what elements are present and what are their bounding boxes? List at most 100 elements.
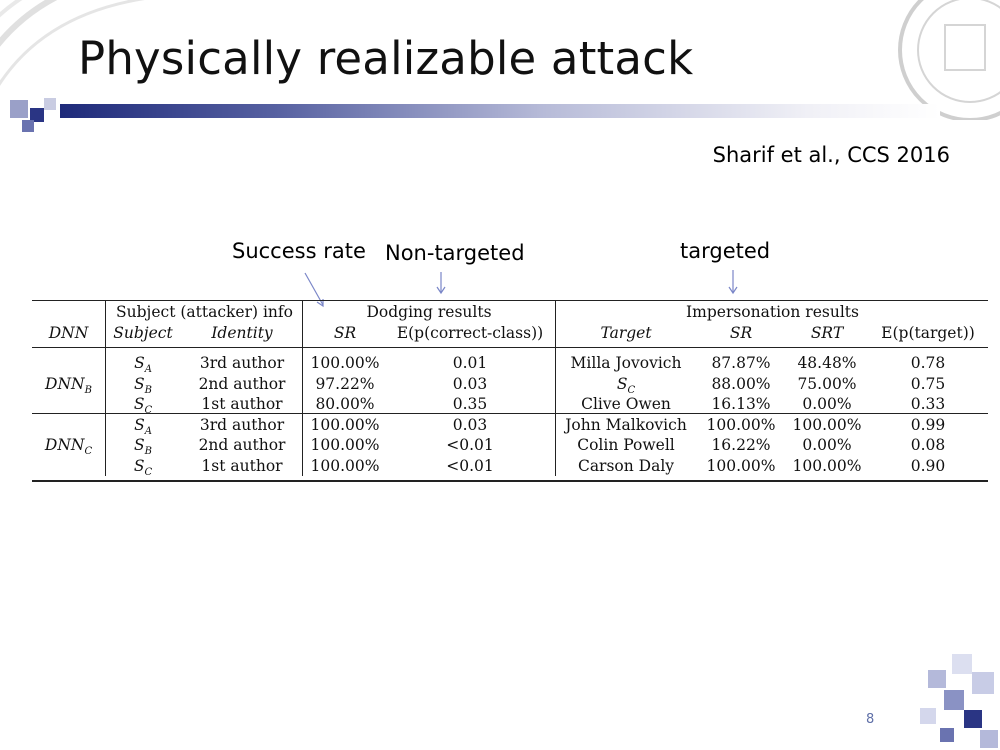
non-targeted-arrowhead <box>436 286 446 295</box>
subject-letter: S <box>134 436 145 454</box>
cell-e-correct-class: 0.03 <box>452 375 488 393</box>
table-header-rule <box>32 347 988 348</box>
cell-e-target: 0.99 <box>910 416 946 434</box>
subject-subscript: A <box>144 364 152 376</box>
table-row: SC 1st author 100.00% <0.01 Carson Daly 100.0… <box>32 457 988 478</box>
annotation-non-targeted: Non-targeted <box>385 241 525 265</box>
cell-e-target: 0.90 <box>910 457 946 475</box>
dnn-subscript: C <box>84 446 93 458</box>
cell-target: Milla Jovovich <box>559 354 693 372</box>
column-header-target: Target <box>600 324 652 342</box>
cell-e-target: 0.75 <box>910 375 946 393</box>
cell-subject: SC <box>108 457 178 478</box>
targeted-arrowhead <box>728 286 738 295</box>
cell-srt: 0.00% <box>802 436 852 454</box>
cell-target: Clive Owen <box>559 395 693 413</box>
column-header-e-target: E(p(target)) <box>881 324 975 342</box>
cell-srt: 48.48% <box>797 354 857 372</box>
group-header-subject-info: Subject (attacker) info <box>116 303 293 321</box>
dnn-name: DNN <box>44 436 85 454</box>
target-subject: S <box>616 375 628 393</box>
university-seal-watermark <box>898 0 1000 120</box>
column-header-dnn: DNN <box>48 324 89 342</box>
cell-sr-impersonation: 100.00% <box>706 457 776 475</box>
target-name: Carson Daly <box>577 457 675 475</box>
decorative-squares-left <box>0 96 70 136</box>
cell-sr-dodging: 100.00% <box>310 436 380 454</box>
cell-subject: SB <box>108 436 178 457</box>
dnn-name: DNN <box>45 375 85 393</box>
subject-subscript: B <box>144 385 152 397</box>
cell-srt: 100.00% <box>792 416 862 434</box>
cell-e-target: 0.33 <box>910 395 946 413</box>
column-header-identity: Identity <box>211 324 273 342</box>
annotation-success-rate: Success rate <box>232 239 366 263</box>
decorative-arcs <box>0 0 146 87</box>
cell-subject: SB <box>108 375 178 396</box>
subject-subscript: B <box>144 446 152 458</box>
subject-letter: S <box>134 375 145 393</box>
cell-srt: 100.00% <box>792 457 862 475</box>
column-header-e-correct-class: E(p(correct-class)) <box>396 324 544 342</box>
cell-identity: 2nd author <box>198 436 286 454</box>
table-row: SB 2nd author 100.00% <0.01 Colin Powell 16.2… <box>32 436 988 457</box>
subject-letter: S <box>134 416 145 434</box>
annotation-targeted: targeted <box>680 239 771 263</box>
subject-letter: S <box>133 457 145 475</box>
cell-e-correct-class: 0.35 <box>452 395 488 413</box>
table-group-header-row: Subject (attacker) info Dodging results … <box>32 303 988 323</box>
cell-e-correct-class: <0.01 <box>446 457 494 475</box>
cell-target: Colin Powell <box>559 436 693 454</box>
cell-identity: 3rd author <box>199 354 285 372</box>
cell-identity: 2nd author <box>198 375 286 393</box>
dnn-group-label: DNNC <box>32 436 988 458</box>
column-header-sr-impersonation: SR <box>729 324 753 342</box>
cell-identity: 1st author <box>201 395 283 413</box>
table-divider <box>555 300 556 476</box>
group-header-dodging: Dodging results <box>366 303 492 321</box>
cell-e-target: 0.08 <box>910 436 946 454</box>
group-header-impersonation: Impersonation results <box>686 303 859 321</box>
table-top-rule <box>32 300 988 301</box>
subject-subscript: A <box>144 426 152 438</box>
cell-sr-impersonation: 16.22% <box>711 436 771 454</box>
decorative-squares-corner <box>890 650 1000 750</box>
cell-srt: 75.00% <box>797 375 857 393</box>
cell-identity: 1st author <box>201 457 283 475</box>
target-name: Milla Jovovich <box>570 354 682 372</box>
target-name: John Malkovich <box>565 416 687 434</box>
target-subscript: C <box>627 385 636 397</box>
page-number: 8 <box>866 712 875 727</box>
cell-srt: 0.00% <box>802 395 852 413</box>
table-divider <box>105 300 106 476</box>
table-row: SA 3rd author 100.00% 0.01 Milla Jovovich 87.… <box>32 354 988 375</box>
subject-subscript: C <box>144 467 153 479</box>
cell-sr-dodging: 100.00% <box>310 416 380 434</box>
dnn-group-label: DNNB <box>32 375 988 397</box>
cell-e-correct-class: <0.01 <box>446 436 494 454</box>
cell-e-correct-class: 0.01 <box>452 354 488 372</box>
target-name: Clive Owen <box>581 395 671 413</box>
subject-letter: S <box>134 354 145 372</box>
title-underline-band <box>60 104 940 118</box>
table-row: SA 3rd author 100.00% 0.03 John Malkovich 100… <box>32 416 988 437</box>
dnn-subscript: B <box>84 385 92 397</box>
cell-subject: SA <box>108 354 178 375</box>
cell-sr-impersonation: 100.00% <box>706 416 776 434</box>
cell-sr-impersonation: 87.87% <box>711 354 771 372</box>
subject-letter: S <box>133 395 145 413</box>
table-group-rule <box>32 413 988 414</box>
cell-sr-impersonation: 16.13% <box>711 395 771 413</box>
cell-subject: SA <box>108 416 178 437</box>
cell-identity: 3rd author <box>199 416 285 434</box>
target-name: Colin Powell <box>577 436 675 454</box>
column-header-srt: SRT <box>810 324 844 342</box>
cell-sr-impersonation: 88.00% <box>711 375 771 393</box>
citation: Sharif et al., CCS 2016 <box>712 143 950 167</box>
cell-sr-dodging: 100.00% <box>310 354 380 372</box>
table-divider <box>302 300 303 476</box>
subject-subscript: C <box>144 405 153 417</box>
table-bottom-rule <box>32 480 988 482</box>
table-row: SC 1st author 80.00% 0.35 Clive Owen 16.13% 0.… <box>32 395 988 417</box>
slide-title: Physically realizable attack <box>78 32 694 85</box>
